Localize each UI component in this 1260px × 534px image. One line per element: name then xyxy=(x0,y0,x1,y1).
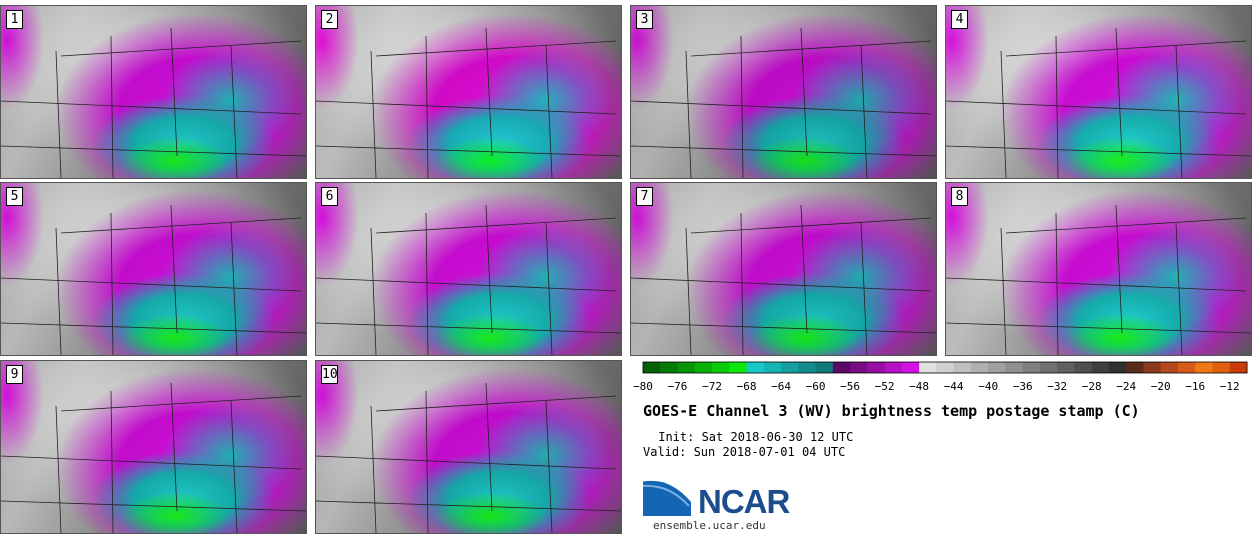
ncar-logo-text: NCAR xyxy=(698,483,790,520)
colorbar-tick-label: −12 xyxy=(1220,380,1240,393)
colorbar-bin xyxy=(712,362,730,373)
state-borders xyxy=(1,27,306,178)
colorbar-bin xyxy=(643,362,661,373)
colorbar-tick-label: −32 xyxy=(1047,380,1067,393)
state-borders xyxy=(946,27,1251,178)
colorbar-bin xyxy=(660,362,679,373)
colorbar-bin xyxy=(1057,362,1075,373)
colorbar-bin xyxy=(1039,362,1058,373)
colorbar-bin xyxy=(1229,362,1248,373)
init-time: Init: Sat 2018-06-30 12 UTC xyxy=(651,430,854,444)
member-label: 1 xyxy=(6,10,23,29)
member-panel-9: 9 xyxy=(0,360,307,534)
chart-title: GOES-E Channel 3 (WV) brightness temp po… xyxy=(643,402,1140,420)
colorbar-tick-label: −52 xyxy=(875,380,895,393)
colorbar-bin xyxy=(1074,362,1093,373)
colorbar-tick-label: −44 xyxy=(944,380,964,393)
state-borders xyxy=(631,204,936,355)
colorbar-bin xyxy=(1177,362,1196,373)
colorbar-bin xyxy=(970,362,989,373)
colorbar-bin xyxy=(1212,362,1231,373)
member-panel-1: 1 xyxy=(0,5,307,179)
colorbar-svg: −80 −76 −72 −68 −64 −60 −56 −52 −48 −44 −40 −36 −32 −… xyxy=(633,361,1248,393)
colorbar-tick-label: −16 xyxy=(1185,380,1205,393)
member-label: 10 xyxy=(321,365,338,384)
colorbar-bin xyxy=(694,362,713,373)
colorbar-tick-label: −76 xyxy=(668,380,688,393)
colorbar-bin xyxy=(832,362,851,373)
colorbar: −80 −76 −72 −68 −64 −60 −56 −52 −48 −44 −40 −36 −32 −… xyxy=(630,360,1260,400)
state-borders xyxy=(631,27,936,178)
colorbar-tick-label: −24 xyxy=(1116,380,1136,393)
site-url: ensemble.ucar.edu xyxy=(653,519,766,532)
colorbar-bin xyxy=(729,362,748,373)
colorbar-bin xyxy=(953,362,972,373)
member-panel-4: 4 xyxy=(945,5,1252,179)
colorbar-bin xyxy=(1143,362,1162,373)
member-label: 5 xyxy=(6,187,23,206)
member-panel-6: 6 xyxy=(315,182,622,356)
member-label: 3 xyxy=(636,10,653,29)
member-label: 4 xyxy=(951,10,968,29)
ncar-logo-icon xyxy=(643,477,697,516)
colorbar-tick-label: −72 xyxy=(702,380,722,393)
colorbar-bin xyxy=(1005,362,1024,373)
colorbar-tick-label: −64 xyxy=(771,380,791,393)
colorbar-bin xyxy=(936,362,955,373)
member-label: 7 xyxy=(636,187,653,206)
colorbar-bin xyxy=(1126,362,1144,373)
colorbar-tick-label: −40 xyxy=(978,380,998,393)
valid-time: Valid: Sun 2018-07-01 04 UTC xyxy=(643,445,846,459)
member-panel-7: 7 xyxy=(630,182,937,356)
colorbar-bin xyxy=(798,362,817,373)
state-borders xyxy=(316,204,621,355)
colorbar-tick-label: −60 xyxy=(806,380,826,393)
colorbar-bin xyxy=(781,362,799,373)
member-panel-5: 5 xyxy=(0,182,307,356)
colorbar-tick-label: −36 xyxy=(1013,380,1033,393)
member-panel-10: 10 xyxy=(315,360,622,534)
colorbar-bin xyxy=(901,362,920,373)
member-label: 2 xyxy=(321,10,338,29)
member-label: 9 xyxy=(6,365,23,384)
member-panel-3: 3 xyxy=(630,5,937,179)
colorbar-bin xyxy=(1022,362,1041,373)
colorbar-bin xyxy=(1108,362,1127,373)
state-borders xyxy=(946,204,1251,355)
state-borders xyxy=(316,382,621,533)
colorbar-tick-label: −68 xyxy=(737,380,757,393)
colorbar-tick-label: −48 xyxy=(909,380,929,393)
colorbar-bin xyxy=(1195,362,1213,373)
colorbar-frame xyxy=(642,361,1248,374)
colorbar-tick-label: −28 xyxy=(1082,380,1102,393)
member-panel-2: 2 xyxy=(315,5,622,179)
member-label: 8 xyxy=(951,187,968,206)
colorbar-tick-label: −56 xyxy=(840,380,860,393)
state-borders xyxy=(316,27,621,178)
colorbar-tick-label: −20 xyxy=(1151,380,1171,393)
state-borders xyxy=(1,204,306,355)
colorbar-bin xyxy=(1091,362,1110,373)
colorbar-bin xyxy=(746,362,765,373)
colorbar-bin xyxy=(988,362,1006,373)
colorbar-bin xyxy=(850,362,868,373)
colorbar-bin xyxy=(763,362,782,373)
colorbar-bin xyxy=(867,362,886,373)
colorbar-bin xyxy=(815,362,834,373)
colorbar-bin xyxy=(919,362,937,373)
colorbar-bin xyxy=(677,362,696,373)
colorbar-bin xyxy=(884,362,903,373)
member-panel-8: 8 xyxy=(945,182,1252,356)
state-borders xyxy=(1,382,306,533)
member-label: 6 xyxy=(321,187,338,206)
colorbar-bin xyxy=(1160,362,1179,373)
colorbar-tick-label: −80 xyxy=(633,380,653,393)
